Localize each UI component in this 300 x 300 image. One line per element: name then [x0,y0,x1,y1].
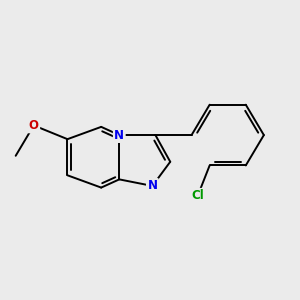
Text: N: N [147,179,158,192]
Text: Cl: Cl [191,189,204,202]
Text: O: O [29,119,39,132]
Text: N: N [114,129,124,142]
